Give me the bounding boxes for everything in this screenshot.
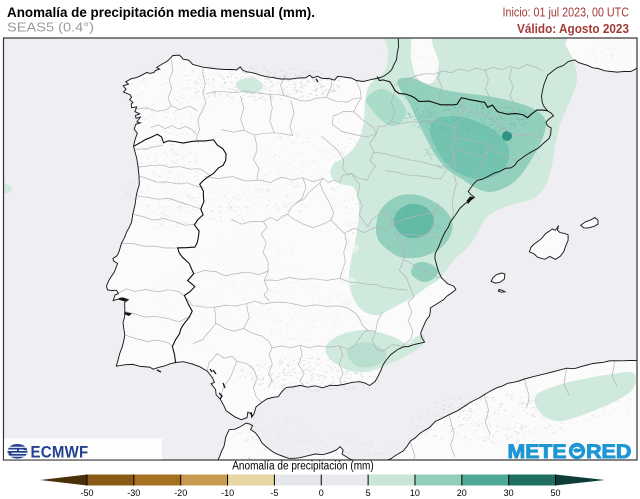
- svg-text:50: 50: [550, 488, 560, 498]
- svg-text:SEAS5 (0.4°): SEAS5 (0.4°): [7, 21, 94, 35]
- svg-text:-20: -20: [174, 488, 187, 498]
- svg-text:-10: -10: [221, 488, 234, 498]
- svg-text:METE: METE: [508, 442, 567, 463]
- svg-text:RED: RED: [586, 442, 632, 463]
- svg-text:Anomalía de precipitación (mm): Anomalía de precipitación (mm): [232, 460, 374, 472]
- svg-text:-50: -50: [80, 488, 93, 498]
- svg-text:10: 10: [410, 488, 420, 498]
- svg-text:-5: -5: [270, 488, 278, 498]
- svg-text:5: 5: [366, 488, 371, 498]
- svg-text:0: 0: [319, 488, 324, 498]
- svg-text:ECMWF: ECMWF: [31, 443, 89, 462]
- svg-text:30: 30: [504, 488, 514, 498]
- svg-text:20: 20: [457, 488, 467, 498]
- svg-text:Anomalía de precipitación medi: Anomalía de precipitación media mensual …: [7, 4, 315, 20]
- svg-text:Válido: Agosto 2023: Válido: Agosto 2023: [517, 21, 629, 36]
- svg-text:Inicio: 01 jul 2023, 00 UTC: Inicio: 01 jul 2023, 00 UTC: [503, 5, 630, 20]
- svg-text:-30: -30: [127, 488, 140, 498]
